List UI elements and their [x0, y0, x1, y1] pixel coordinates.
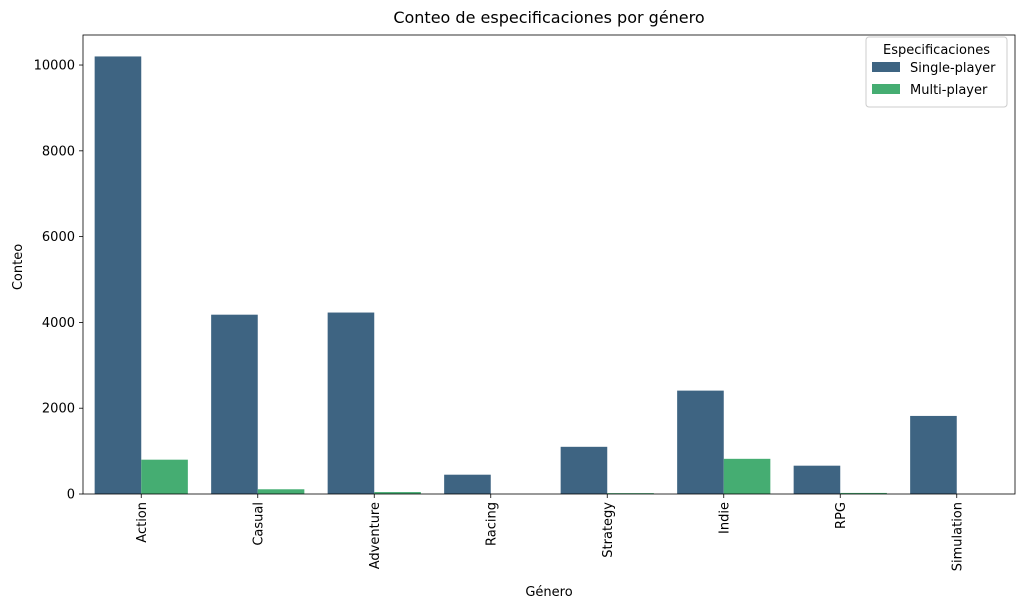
bar-single-player-indie — [677, 390, 724, 494]
bar-multi-player-adventure — [374, 492, 421, 494]
x-tick-label: Action — [135, 502, 150, 543]
bar-single-player-racing — [444, 474, 491, 494]
y-tick-label: 8000 — [42, 144, 75, 159]
legend-swatch — [872, 62, 900, 72]
legend-label: Single-player — [910, 61, 996, 76]
bar-single-player-adventure — [327, 312, 375, 494]
chart-title: Conteo de especificaciones por género — [393, 8, 704, 27]
x-tick-label: Casual — [251, 502, 266, 546]
y-tick-label: 2000 — [42, 402, 75, 417]
bar-multi-player-strategy — [607, 493, 654, 494]
legend-label: Multi-player — [910, 83, 988, 98]
y-tick-label: 6000 — [42, 230, 75, 245]
legend-swatch — [872, 84, 900, 94]
x-tick-label: Indie — [717, 502, 732, 534]
y-tick-label: 10000 — [34, 59, 75, 74]
x-tick-label: Strategy — [601, 502, 616, 558]
bar-single-player-action — [94, 56, 142, 494]
bar-multi-player-indie — [723, 458, 771, 494]
y-tick-label: 0 — [67, 488, 75, 503]
legend: Especificaciones Single-player Multi-playe… — [865, 36, 1008, 108]
bar-multi-player-rpg — [840, 492, 887, 494]
axes-layer: 0 2000 4000 6000 8000 10000 Action Casual Advent… — [34, 34, 1016, 571]
bar-single-player-rpg — [793, 465, 841, 494]
legend-box — [865, 36, 1008, 108]
bar-multi-player-casual — [257, 489, 305, 494]
bar-single-player-simulation — [910, 415, 957, 494]
x-tick-label: RPG — [834, 502, 849, 529]
x-tick-label: Adventure — [368, 502, 383, 569]
x-tick-label: Racing — [484, 502, 499, 546]
x-tick-label: Simulation — [950, 502, 965, 571]
bar-multi-player-action — [141, 459, 188, 494]
bars-layer — [94, 56, 957, 494]
bar-single-player-strategy — [560, 446, 608, 494]
bar-single-player-casual — [211, 314, 258, 494]
legend-title: Especificaciones — [883, 43, 990, 58]
x-axis-label: Género — [525, 585, 572, 600]
y-tick-label: 4000 — [42, 316, 75, 331]
y-axis-label: Conteo — [11, 244, 26, 290]
plot-frame — [82, 34, 1016, 495]
